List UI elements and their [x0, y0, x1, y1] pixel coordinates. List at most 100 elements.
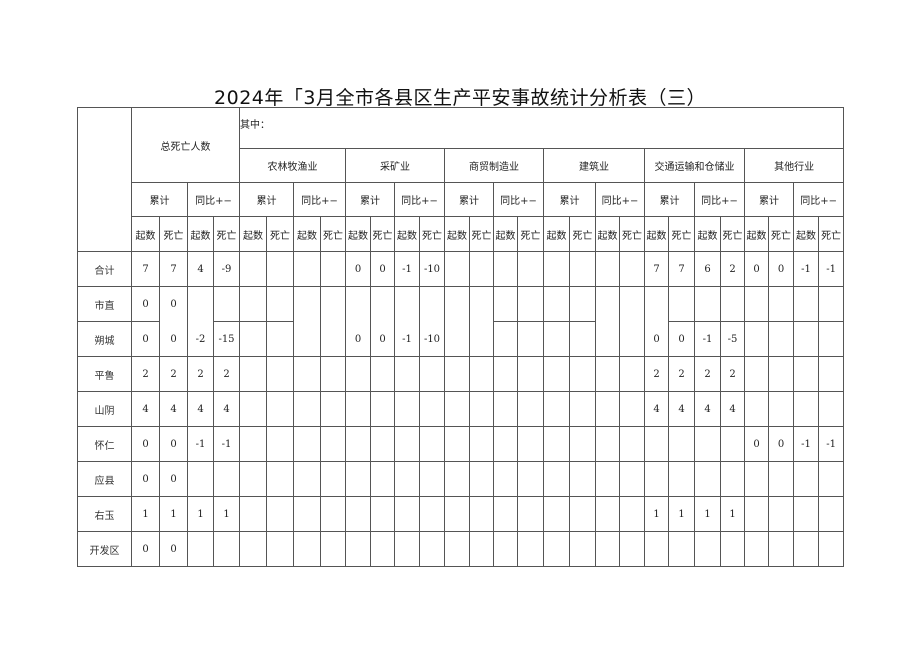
count-header: 起数: [187, 216, 214, 252]
data-cell: [768, 391, 794, 427]
data-cell: [817, 531, 845, 567]
data-cell: [370, 461, 395, 497]
data-cell: 0: [768, 426, 794, 462]
count-header: 起数: [595, 216, 620, 252]
data-cell: [394, 496, 420, 532]
yoy-header: 同比+−: [792, 182, 845, 217]
data-cell: [394, 461, 420, 497]
data-cell: [644, 286, 669, 322]
data-cell: [543, 321, 570, 357]
data-cell: [345, 356, 371, 392]
data-cell: 0: [345, 251, 371, 287]
data-cell: [469, 286, 494, 322]
table-row: 山阴 4 4 4 4 4 4 4 4: [77, 391, 845, 427]
data-cell: [493, 286, 518, 322]
data-cell: 4: [694, 391, 721, 427]
data-cell: [239, 426, 267, 462]
data-cell: [793, 356, 819, 392]
data-cell: [569, 426, 596, 462]
count-header: 起数: [293, 216, 321, 252]
data-cell: [493, 356, 518, 392]
data-cell: [644, 461, 669, 497]
data-cell: 0: [744, 251, 769, 287]
data-cell: [320, 251, 346, 287]
yoy-header: 同比+−: [595, 182, 645, 217]
data-cell: [419, 496, 445, 532]
row-label: 市直: [77, 286, 132, 322]
data-cell: [213, 286, 240, 322]
count-header: 起数: [793, 216, 819, 252]
data-cell: 7: [668, 251, 695, 287]
data-cell: [668, 461, 695, 497]
data-cell: [469, 426, 494, 462]
data-cell: [266, 496, 294, 532]
industry-header: 交通运输和仓储业: [644, 148, 745, 183]
data-cell: [619, 321, 645, 357]
data-cell: [345, 496, 371, 532]
data-cell: 0: [131, 321, 160, 357]
deaths-header: 死亡: [517, 216, 544, 252]
corner-cell: [77, 107, 132, 252]
data-cell: [213, 531, 240, 567]
data-cell: [817, 321, 845, 357]
data-cell: [517, 461, 544, 497]
data-cell: [569, 531, 596, 567]
data-cell: [543, 251, 570, 287]
data-cell: [543, 356, 570, 392]
data-cell: [293, 461, 321, 497]
data-cell: 4: [187, 251, 214, 287]
data-cell: [266, 461, 294, 497]
data-cell: [668, 426, 695, 462]
data-cell: [239, 496, 267, 532]
data-cell: [595, 321, 620, 357]
data-cell: [569, 496, 596, 532]
data-cell: 1: [213, 496, 240, 532]
data-cell: [595, 531, 620, 567]
data-cell: 4: [131, 391, 160, 427]
data-cell: [370, 391, 395, 427]
deaths-header: 死亡: [817, 216, 845, 252]
data-cell: [595, 496, 620, 532]
data-cell: [469, 321, 494, 357]
table-row: 应县 0 0: [77, 461, 845, 497]
data-cell: 0: [131, 531, 160, 567]
data-cell: [543, 286, 570, 322]
data-cell: [320, 426, 346, 462]
data-cell: [419, 391, 445, 427]
data-cell: -2: [187, 321, 214, 357]
row-label: 开发区: [77, 531, 132, 567]
data-cell: [768, 461, 794, 497]
data-cell: [619, 496, 645, 532]
data-cell: [444, 391, 470, 427]
data-cell: [370, 531, 395, 567]
data-cell: [619, 356, 645, 392]
data-cell: [595, 356, 620, 392]
data-cell: [320, 461, 346, 497]
data-cell: 2: [131, 356, 160, 392]
data-cell: [469, 356, 494, 392]
count-header: 起数: [694, 216, 721, 252]
row-label: 合计: [77, 251, 132, 287]
data-cell: [293, 496, 321, 532]
data-cell: [493, 531, 518, 567]
data-cell: [394, 391, 420, 427]
count-header: 起数: [394, 216, 420, 252]
data-cell: 4: [187, 391, 214, 427]
data-cell: 0: [744, 426, 769, 462]
deaths-header: 死亡: [213, 216, 240, 252]
data-cell: -1: [394, 251, 420, 287]
data-cell: 1: [720, 496, 745, 532]
data-cell: 7: [159, 251, 188, 287]
data-cell: [345, 461, 371, 497]
data-cell: [419, 531, 445, 567]
data-cell: [370, 426, 395, 462]
data-cell: [619, 426, 645, 462]
data-cell: [266, 321, 294, 357]
yoy-header: 同比+−: [493, 182, 544, 217]
data-cell: [595, 461, 620, 497]
data-cell: [694, 531, 721, 567]
data-cell: [744, 496, 769, 532]
data-cell: [517, 321, 544, 357]
data-cell: [239, 391, 267, 427]
data-cell: [345, 531, 371, 567]
